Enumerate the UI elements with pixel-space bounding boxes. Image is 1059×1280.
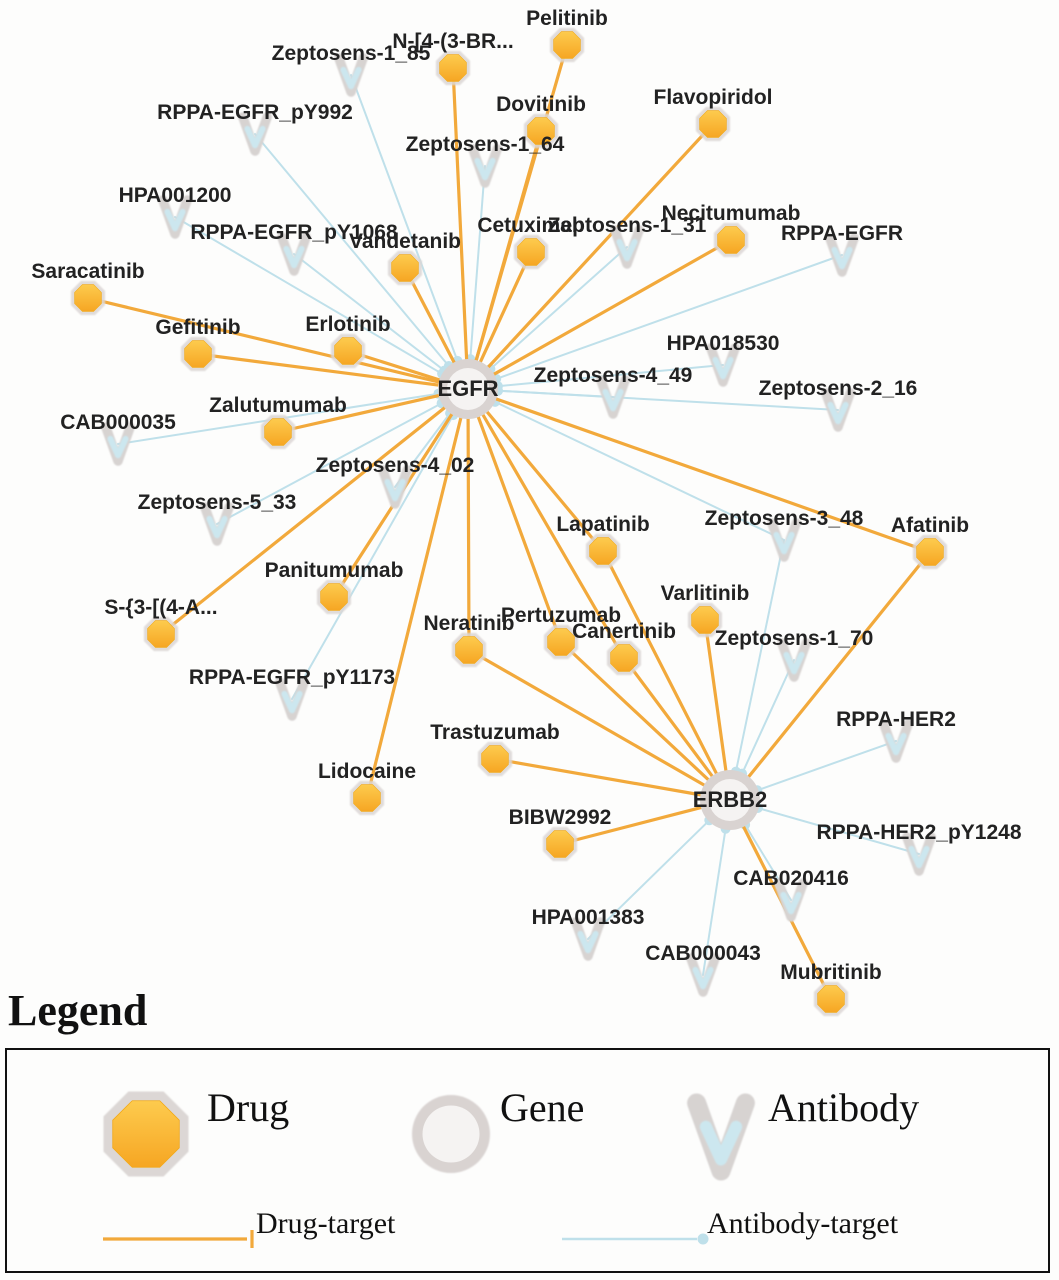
svg-text:EGFR: EGFR (437, 376, 498, 401)
svg-text:ERBB2: ERBB2 (693, 787, 768, 812)
